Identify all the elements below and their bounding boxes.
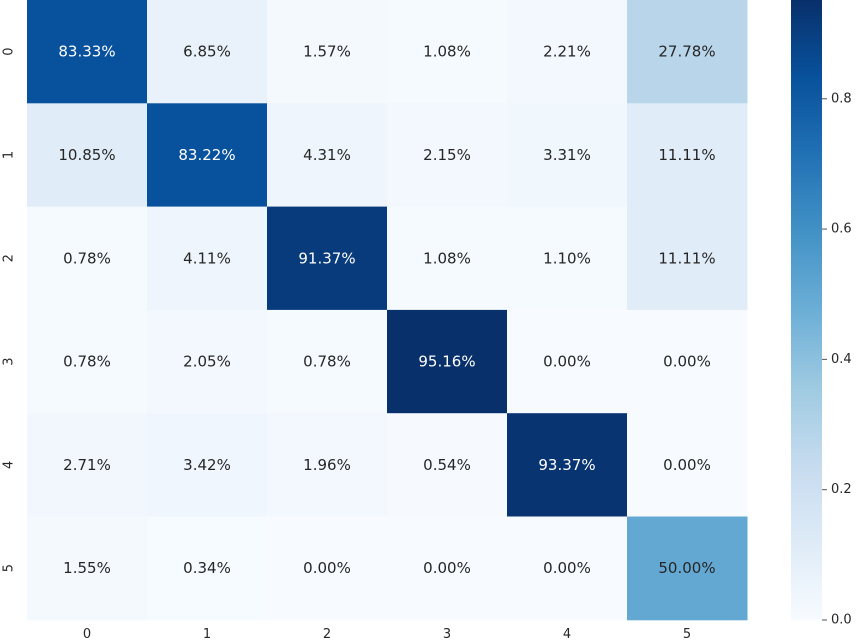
heatmap-cells: 83.33% 6.85% 1.57% 1.08% 2.21% 27.78% 10.85% 83… — [27, 0, 748, 621]
cell-value-label-4-1: 3.42% — [183, 456, 231, 474]
heatmap-cell-5-4 — [507, 516, 628, 621]
heatmap-cell-1-5 — [627, 103, 748, 208]
cell-value-label-1-4: 3.31% — [543, 146, 591, 164]
cell-value-label-4-2: 1.96% — [303, 456, 351, 474]
heatmap-cell-4-1 — [147, 413, 268, 517]
cell-value-label-5-1: 0.34% — [183, 559, 231, 577]
heatmap-cell-5-5 — [627, 516, 748, 621]
cell-value-label-5-5: 50.00% — [658, 559, 715, 577]
heatmap-cell-5-3 — [387, 516, 508, 621]
cell-value-label-1-3: 2.15% — [423, 146, 471, 164]
colorbar-tick-label-4: 0.8 — [831, 91, 852, 106]
heatmap-cell-4-3 — [387, 413, 508, 517]
x-tick-label-1: 1 — [203, 627, 211, 642]
heatmap-cell-5-1 — [147, 516, 268, 621]
cell-value-label-4-4: 93.37% — [538, 456, 595, 474]
cell-value-label-5-0: 1.55% — [63, 559, 111, 577]
heatmap-cell-0-0 — [27, 0, 148, 104]
cell-value-label-5-4: 0.00% — [543, 559, 591, 577]
cell-value-label-3-0: 0.78% — [63, 353, 111, 371]
cell-value-label-5-3: 0.00% — [423, 559, 471, 577]
y-tick-label-4: 4 — [2, 461, 17, 469]
heatmap-cell-1-1 — [147, 103, 268, 208]
heatmap-cell-4-5 — [627, 413, 748, 517]
heatmap-cell-2-5 — [627, 206, 748, 311]
heatmap-cell-0-1 — [147, 0, 268, 104]
y-tick-label-0: 0 — [2, 48, 17, 56]
heatmap-cell-0-2 — [267, 0, 388, 104]
colorbar-tick-label-1: 0.2 — [831, 482, 852, 497]
heatmap-cell-2-3 — [387, 206, 508, 311]
x-axis: 0 1 2 3 4 5 — [83, 627, 691, 642]
heatmap-cell-2-4 — [507, 206, 628, 311]
x-tick-label-3: 3 — [443, 627, 451, 642]
cell-value-label-0-0: 83.33% — [58, 43, 115, 61]
heatmap-cell-1-3 — [387, 103, 508, 208]
colorbar-tick-label-0: 0.0 — [831, 613, 852, 628]
heatmap-cell-3-1 — [147, 309, 268, 414]
cell-value-label-5-2: 0.00% — [303, 559, 351, 577]
heatmap-cell-3-5 — [627, 309, 748, 414]
cell-value-label-2-3: 1.08% — [423, 249, 471, 267]
heatmap-cell-3-3 — [387, 309, 508, 414]
colorbar-tick-label-2: 0.4 — [831, 352, 852, 367]
heatmap-cell-1-4 — [507, 103, 628, 208]
cell-value-label-4-0: 2.71% — [63, 456, 111, 474]
y-tick-label-5: 5 — [2, 564, 17, 572]
x-tick-label-5: 5 — [683, 627, 691, 642]
cell-value-label-1-1: 83.22% — [178, 146, 235, 164]
y-tick-label-2: 2 — [2, 254, 17, 262]
cell-value-label-3-1: 2.05% — [183, 353, 231, 371]
colorbar-gradient — [791, 0, 822, 620]
heatmap-cell-0-3 — [387, 0, 508, 104]
cell-value-label-2-0: 0.78% — [63, 249, 111, 267]
heatmap-cell-5-2 — [267, 516, 388, 621]
heatmap-cell-0-4 — [507, 0, 628, 104]
cell-value-label-2-5: 11.11% — [658, 249, 715, 267]
x-tick-label-0: 0 — [83, 627, 91, 642]
heatmap-cell-1-2 — [267, 103, 388, 208]
cell-value-label-3-3: 95.16% — [418, 353, 475, 371]
cell-value-label-4-5: 0.00% — [663, 456, 711, 474]
cell-value-label-2-4: 1.10% — [543, 249, 591, 267]
cell-value-label-4-3: 0.54% — [423, 456, 471, 474]
cell-value-label-0-5: 27.78% — [658, 43, 715, 61]
heatmap-cell-3-2 — [267, 309, 388, 414]
cell-value-label-2-2: 91.37% — [298, 249, 355, 267]
heatmap-cell-0-5 — [627, 0, 748, 104]
y-tick-label-1: 1 — [2, 151, 17, 159]
heatmap-cell-2-1 — [147, 206, 268, 311]
heatmap-cell-2-2 — [267, 206, 388, 311]
cell-value-label-0-1: 6.85% — [183, 43, 231, 61]
cell-value-label-2-1: 4.11% — [183, 249, 231, 267]
cell-value-label-0-3: 1.08% — [423, 43, 471, 61]
heatmap-cell-4-0 — [27, 413, 148, 517]
colorbar: 0.0 0.2 0.4 0.6 0.8 — [791, 0, 852, 628]
cell-value-label-0-4: 2.21% — [543, 43, 591, 61]
y-tick-label-3: 3 — [2, 357, 17, 365]
heatmap-cell-4-2 — [267, 413, 388, 517]
heatmap-cell-3-0 — [27, 309, 148, 414]
x-tick-label-4: 4 — [563, 627, 571, 642]
y-axis: 0 1 2 3 4 5 — [2, 48, 17, 573]
cell-value-label-1-5: 11.11% — [658, 146, 715, 164]
cell-value-label-3-2: 0.78% — [303, 353, 351, 371]
heatmap-cell-3-4 — [507, 309, 628, 414]
heatmap-cell-1-0 — [27, 103, 148, 208]
heatmap-cell-2-0 — [27, 206, 148, 311]
cell-value-label-3-4: 0.00% — [543, 353, 591, 371]
colorbar-tick-label-3: 0.6 — [831, 222, 852, 237]
heatmap-cell-5-0 — [27, 516, 148, 621]
x-tick-label-2: 2 — [323, 627, 331, 642]
cell-value-label-1-2: 4.31% — [303, 146, 351, 164]
cell-value-label-3-5: 0.00% — [663, 353, 711, 371]
heatmap-cell-4-4 — [507, 413, 628, 517]
cell-value-label-0-2: 1.57% — [303, 43, 351, 61]
cell-value-label-1-0: 10.85% — [58, 146, 115, 164]
